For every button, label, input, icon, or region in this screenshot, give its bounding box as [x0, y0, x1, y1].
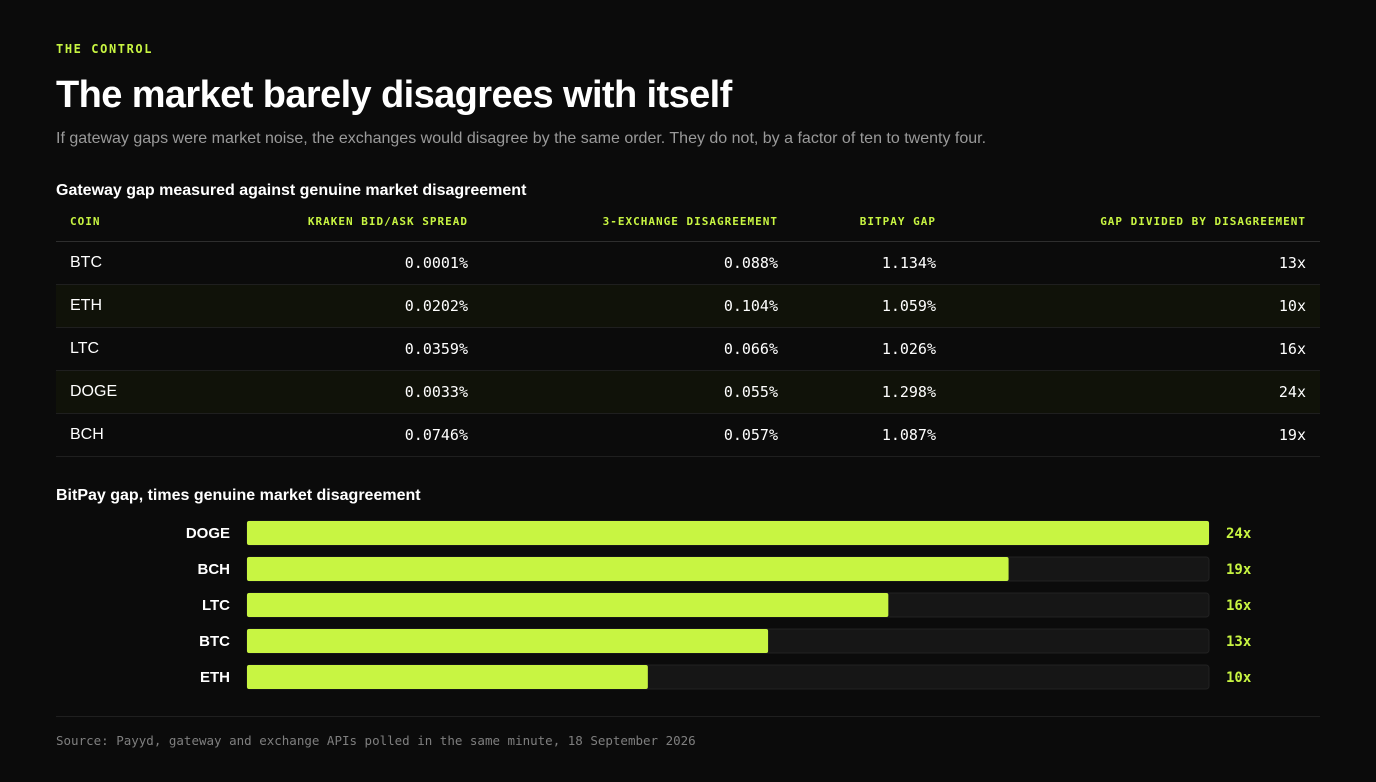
page-title: The market barely disagrees with itself	[56, 74, 732, 116]
cell-exchange-disagreement: 0.055%	[482, 370, 792, 414]
value-label-doge: 24x	[1226, 526, 1252, 542]
cell-exchange-disagreement: 0.104%	[482, 284, 792, 328]
cell-gap-ratio: 24x	[950, 370, 1320, 414]
cell-bitpay-gap: 1.026%	[792, 327, 950, 371]
page-subtitle: If gateway gaps were market noise, the e…	[56, 130, 987, 147]
bar-eth	[247, 665, 648, 689]
column-header-gap-ratio: GAP DIVIDED BY DISAGREEMENT	[950, 202, 1320, 242]
comparison-table: COIN KRAKEN BID/ASK SPREAD 3-EXCHANGE DI…	[56, 202, 1320, 457]
eyebrow-label: THE CONTROL	[56, 42, 154, 56]
cell-kraken-spread: 0.0202%	[166, 284, 482, 328]
column-header-bitpay-gap: BITPAY GAP	[792, 202, 950, 242]
cell-bitpay-gap: 1.298%	[792, 370, 950, 414]
category-label-eth: ETH	[200, 669, 230, 686]
chart-title: BitPay gap, times genuine market disagre…	[56, 487, 421, 504]
cell-coin: DOGE	[56, 370, 166, 414]
table-row: LTC 0.0359% 0.066% 1.026% 16x	[56, 327, 1320, 371]
bar-ltc	[247, 593, 889, 617]
category-label-ltc: LTC	[202, 597, 230, 614]
cell-bitpay-gap: 1.059%	[792, 284, 950, 328]
table-row: DOGE 0.0033% 0.055% 1.298% 24x	[56, 370, 1320, 414]
cell-kraken-spread: 0.0746%	[166, 413, 482, 457]
bar-btc	[247, 629, 769, 653]
cell-gap-ratio: 13x	[950, 241, 1320, 285]
table-row: BCH 0.0746% 0.057% 1.087% 19x	[56, 413, 1320, 457]
source-note: Source: Payyd, gateway and exchange APIs…	[56, 733, 696, 748]
bar-doge	[247, 521, 1209, 545]
column-header-exchange-disagreement: 3-EXCHANGE DISAGREEMENT	[482, 202, 792, 242]
cell-exchange-disagreement: 0.066%	[482, 327, 792, 371]
cell-kraken-spread: 0.0033%	[166, 370, 482, 414]
table-title: Gateway gap measured against genuine mar…	[56, 182, 527, 199]
category-label-btc: BTC	[199, 633, 230, 650]
cell-exchange-disagreement: 0.057%	[482, 413, 792, 457]
cell-bitpay-gap: 1.087%	[792, 413, 950, 457]
table-row: ETH 0.0202% 0.104% 1.059% 10x	[56, 284, 1320, 328]
category-label-bch: BCH	[198, 561, 231, 578]
cell-exchange-disagreement: 0.088%	[482, 241, 792, 285]
bar-bch	[247, 557, 1009, 581]
cell-coin: ETH	[56, 284, 166, 328]
cell-gap-ratio: 19x	[950, 413, 1320, 457]
value-label-ltc: 16x	[1226, 598, 1252, 614]
category-label-doge: DOGE	[186, 525, 230, 542]
value-label-btc: 13x	[1226, 634, 1252, 650]
cell-bitpay-gap: 1.134%	[792, 241, 950, 285]
cell-kraken-spread: 0.0001%	[166, 241, 482, 285]
cell-coin: BTC	[56, 241, 166, 285]
cell-gap-ratio: 16x	[950, 327, 1320, 371]
footer-divider	[56, 716, 1320, 717]
value-label-eth: 10x	[1226, 670, 1252, 686]
bar-chart: DOGE 24x BCH 19x LTC 16x BTC 13x ETH 10x	[186, 520, 1252, 690]
table-row: BTC 0.0001% 0.088% 1.134% 13x	[56, 241, 1320, 285]
value-label-bch: 19x	[1226, 562, 1252, 578]
cell-gap-ratio: 10x	[950, 284, 1320, 328]
cell-coin: BCH	[56, 413, 166, 457]
table-header-row: COIN KRAKEN BID/ASK SPREAD 3-EXCHANGE DI…	[56, 202, 1320, 242]
cell-kraken-spread: 0.0359%	[166, 327, 482, 371]
column-header-coin: COIN	[56, 202, 166, 242]
cell-coin: LTC	[56, 327, 166, 371]
column-header-kraken-spread: KRAKEN BID/ASK SPREAD	[166, 202, 482, 242]
